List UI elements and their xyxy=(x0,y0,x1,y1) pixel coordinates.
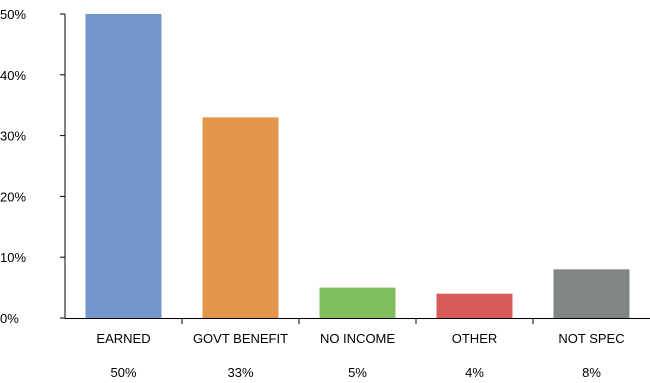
bar-other xyxy=(436,293,513,318)
x-category-label: EARNED xyxy=(96,331,150,346)
value-labels: 50% 33% 5% 4% 8% xyxy=(110,365,601,380)
bar-govt-benefit xyxy=(202,117,279,318)
bar-series xyxy=(85,14,630,318)
y-tick-label: 40% xyxy=(0,68,26,83)
value-label: 5% xyxy=(348,365,367,380)
y-axis-ticks: 0% 10% 20% 30% 40% 50% xyxy=(0,7,65,326)
value-label: 8% xyxy=(582,365,601,380)
y-tick-label: 10% xyxy=(0,250,26,265)
y-tick-label: 0% xyxy=(0,311,19,326)
bar-earned xyxy=(85,14,162,318)
value-label: 33% xyxy=(227,365,253,380)
y-tick-label: 30% xyxy=(0,129,26,144)
x-category-label: NO INCOME xyxy=(320,331,395,346)
bar-not-spec xyxy=(553,269,630,318)
value-label: 4% xyxy=(465,365,484,380)
x-axis-category-labels: EARNED GOVT BENEFIT NO INCOME OTHER NOT SPEC xyxy=(96,331,624,346)
y-tick-label: 50% xyxy=(0,7,26,22)
x-category-label: OTHER xyxy=(452,331,498,346)
x-category-label: NOT SPEC xyxy=(558,331,624,346)
x-category-label: GOVT BENEFIT xyxy=(193,331,288,346)
axes xyxy=(64,14,650,324)
bar-no-income xyxy=(319,287,396,318)
value-label: 50% xyxy=(110,365,136,380)
y-tick-label: 20% xyxy=(0,189,26,204)
